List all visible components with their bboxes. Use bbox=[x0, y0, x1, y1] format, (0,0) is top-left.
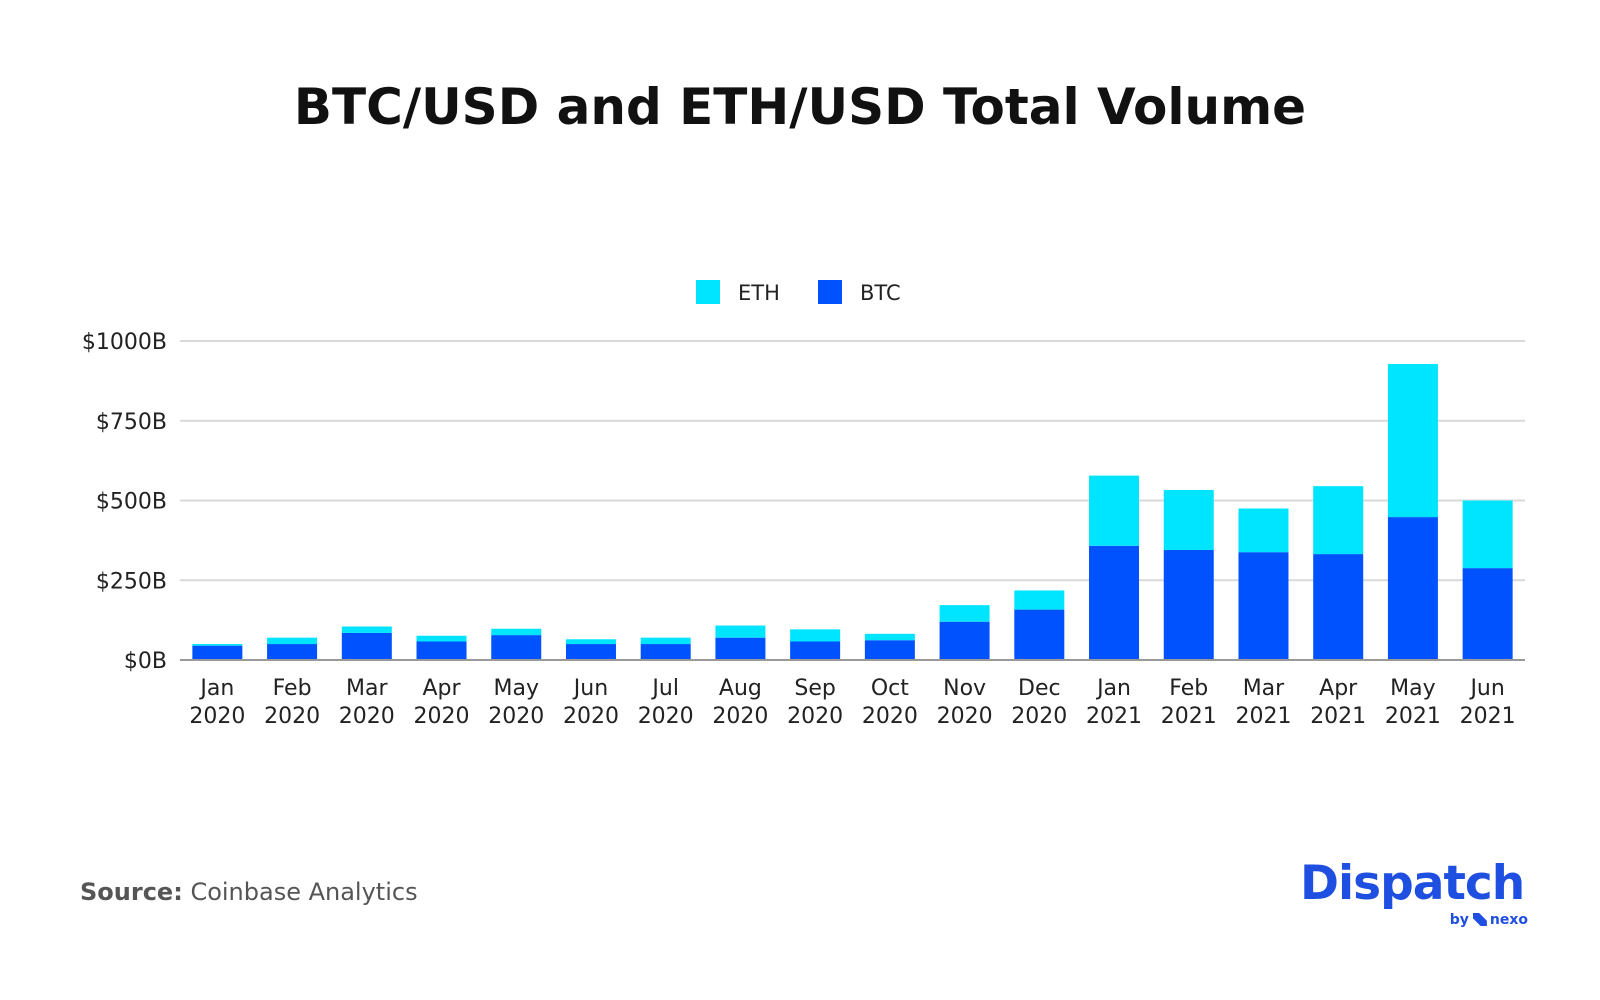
legend-label-btc: BTC bbox=[860, 281, 901, 305]
legend-swatch-eth bbox=[696, 280, 720, 304]
bar-btc bbox=[192, 645, 243, 660]
bar-btc bbox=[640, 644, 691, 660]
bar-eth bbox=[864, 633, 915, 641]
x-tick-label-year: 2021 bbox=[1310, 704, 1366, 729]
x-tick-label-month: May bbox=[494, 676, 539, 701]
bar-eth bbox=[491, 628, 542, 636]
x-tick-label-month: Mar bbox=[346, 676, 388, 701]
bar-btc bbox=[1238, 552, 1289, 660]
bar-eth bbox=[640, 637, 691, 645]
x-tick-label-month: Jan bbox=[1095, 676, 1131, 701]
source-text: Coinbase Analytics bbox=[190, 878, 418, 906]
bar-eth bbox=[1387, 363, 1438, 518]
x-tick-label-year: 2020 bbox=[264, 704, 320, 729]
x-tick-label-year: 2020 bbox=[937, 704, 993, 729]
bar-eth bbox=[715, 625, 766, 638]
x-tick-label-year: 2020 bbox=[712, 704, 768, 729]
bar-eth bbox=[1014, 590, 1065, 610]
x-tick-label-year: 2021 bbox=[1460, 704, 1516, 729]
x-tick-label-year: 2020 bbox=[414, 704, 470, 729]
x-tick-label-month: Sep bbox=[794, 676, 835, 701]
bar-eth bbox=[1089, 475, 1140, 546]
bar-eth bbox=[1462, 500, 1513, 569]
bar-btc bbox=[1014, 609, 1065, 660]
x-tick-label-year: 2020 bbox=[189, 704, 245, 729]
source-note: Source: Coinbase Analytics bbox=[80, 878, 418, 906]
bar-eth bbox=[192, 644, 243, 646]
bar-eth bbox=[565, 639, 616, 645]
bar-btc bbox=[1163, 549, 1214, 660]
bar-btc bbox=[864, 640, 915, 660]
nexo-icon bbox=[1472, 913, 1487, 926]
x-tick-label-month: Mar bbox=[1243, 676, 1285, 701]
x-tick-label-month: Nov bbox=[943, 676, 986, 701]
bar-btc bbox=[1313, 554, 1364, 660]
legend-label-eth: ETH bbox=[738, 281, 780, 305]
x-tick-label-month: Apr bbox=[422, 676, 461, 701]
bar-btc bbox=[341, 632, 392, 660]
brand-partner: nexo bbox=[1489, 912, 1528, 928]
x-tick-label-month: Jul bbox=[650, 676, 679, 701]
bar-eth bbox=[267, 637, 318, 645]
x-tick-label-month: Jun bbox=[1468, 676, 1504, 701]
bar-btc bbox=[565, 644, 616, 660]
bar-btc bbox=[790, 641, 841, 660]
y-tick-label: $750B bbox=[96, 410, 167, 435]
x-tick-label-month: Jun bbox=[572, 676, 608, 701]
dispatch-logo: Dispatch by nexo bbox=[1300, 856, 1528, 929]
x-tick-label-month: Aug bbox=[719, 676, 762, 701]
x-tick-label-month: Apr bbox=[1319, 676, 1358, 701]
bar-btc bbox=[491, 635, 542, 660]
x-tick-label-year: 2020 bbox=[1011, 704, 1067, 729]
x-tick-label-year: 2021 bbox=[1161, 704, 1217, 729]
x-tick-label-year: 2020 bbox=[488, 704, 544, 729]
x-tick-label-year: 2021 bbox=[1235, 704, 1291, 729]
y-tick-label: $500B bbox=[96, 490, 167, 515]
x-tick-label-month: Oct bbox=[871, 676, 909, 701]
bar-eth bbox=[1238, 508, 1289, 553]
bar-eth bbox=[1163, 489, 1214, 550]
bar-eth bbox=[416, 635, 467, 642]
x-tick-label-year: 2020 bbox=[787, 704, 843, 729]
bar-btc bbox=[715, 637, 766, 660]
bar-eth bbox=[1313, 486, 1364, 555]
y-tick-label: $1000B bbox=[82, 330, 167, 355]
y-tick-label: $250B bbox=[96, 569, 167, 594]
x-tick-label-month: Dec bbox=[1018, 676, 1061, 701]
x-tick-label-year: 2021 bbox=[1086, 704, 1142, 729]
bar-btc bbox=[1462, 568, 1513, 660]
x-tick-label-year: 2020 bbox=[339, 704, 395, 729]
bar-btc bbox=[1387, 517, 1438, 660]
bar-eth bbox=[341, 626, 392, 633]
x-tick-label-year: 2021 bbox=[1385, 704, 1441, 729]
stacked-bar-chart: $0B $250B $500B $750B $1000B Jan 2020 Feb 2020 Ma… bbox=[82, 280, 1525, 729]
bar-eth bbox=[790, 629, 841, 642]
legend-swatch-btc bbox=[818, 280, 842, 304]
brand-by-text: by bbox=[1449, 912, 1469, 928]
brand-name: Dispatch bbox=[1300, 856, 1525, 911]
bar-btc bbox=[416, 641, 467, 660]
x-tick-label-year: 2020 bbox=[563, 704, 619, 729]
x-tick-label-month: Jan bbox=[198, 676, 234, 701]
x-tick-label-year: 2020 bbox=[862, 704, 918, 729]
x-tick-label-month: Feb bbox=[1169, 676, 1208, 701]
y-tick-label: $0B bbox=[124, 649, 167, 674]
brand-by-line: by nexo bbox=[1450, 912, 1528, 928]
x-tick-label-month: May bbox=[1390, 676, 1435, 701]
bar-btc bbox=[267, 644, 318, 660]
bar-eth bbox=[939, 605, 990, 622]
bar-btc bbox=[939, 621, 990, 660]
chart-title: BTC/USD and ETH/USD Total Volume bbox=[293, 78, 1307, 136]
bar-btc bbox=[1089, 545, 1140, 660]
x-tick-label-month: Feb bbox=[273, 676, 312, 701]
x-tick-label-year: 2020 bbox=[638, 704, 694, 729]
source-label: Source: bbox=[80, 878, 183, 906]
